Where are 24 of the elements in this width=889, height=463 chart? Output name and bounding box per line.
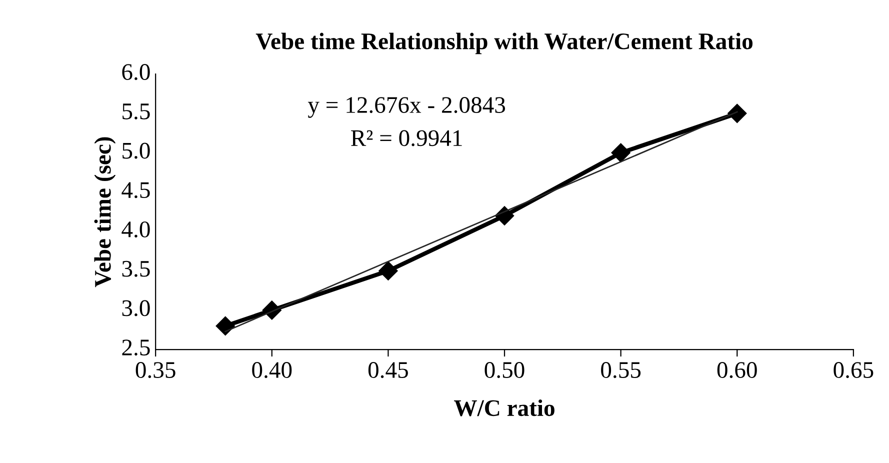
x-tick-label: 0.45 — [368, 362, 408, 378]
x-tick-label: 0.40 — [252, 362, 292, 378]
y-axis-title: Vebe time (sec) — [94, 137, 116, 288]
y-tick-label: 5.0 — [122, 142, 150, 159]
point — [611, 143, 630, 162]
x-tick-label: 0.50 — [484, 362, 524, 378]
y-tick-label: 4.0 — [122, 221, 150, 238]
x-tick-label: 0.65 — [834, 362, 874, 378]
x-tick-label: 0.55 — [601, 362, 641, 378]
y-tick-label: 3.5 — [122, 260, 150, 277]
x-tick-label: 0.60 — [717, 362, 757, 378]
y-tick-label: 4.5 — [122, 182, 150, 198]
y-tick-label: 3.0 — [122, 300, 150, 316]
x-axis-title: W/C ratio — [454, 399, 554, 416]
point — [378, 261, 398, 280]
annotation: R² = 0.9941 — [351, 130, 462, 146]
x-tick-label: 0.35 — [136, 362, 176, 378]
point — [728, 104, 747, 123]
y-tick-label: 5.5 — [122, 104, 150, 120]
point — [216, 316, 235, 336]
y-tick-label: 6.0 — [122, 64, 150, 80]
chart-title: Vebe time Relationship with Water/Cement Ratio — [256, 32, 753, 54]
y-tick-label: 2.5 — [122, 340, 150, 356]
annotation: y = 12.676x - 2.0843 — [308, 97, 506, 118]
